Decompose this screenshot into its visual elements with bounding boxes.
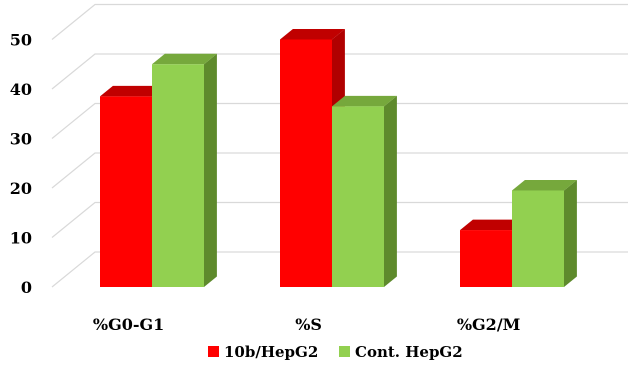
legend-label: 10b/HepG2 [224, 343, 318, 361]
bar-top [512, 179, 577, 191]
bar-top [332, 95, 397, 107]
gridline [51, 3, 628, 40]
bar-side [384, 95, 397, 287]
gridline [51, 53, 628, 90]
bar-front [332, 106, 384, 287]
y-axis-ticks: 0 10 20 30 40 50 [10, 31, 32, 298]
bar-top [100, 85, 165, 97]
bar-top [280, 29, 345, 40]
y-tick-label: 30 [10, 130, 32, 149]
y-tick-label: 50 [10, 31, 32, 50]
bar-front [280, 39, 332, 287]
bar-front [460, 230, 512, 287]
bar-side [204, 53, 217, 287]
bar-front [100, 96, 152, 287]
y-tick-label: 40 [10, 80, 32, 99]
bars [100, 29, 577, 287]
y-tick-label: 20 [10, 179, 32, 198]
gridline [51, 201, 628, 238]
bar-series-2 [512, 179, 577, 287]
y-tick-label: 0 [21, 278, 32, 297]
x-category-label: %G0-G1 [93, 315, 164, 334]
legend-swatch [339, 346, 350, 357]
legend-swatch [208, 346, 219, 357]
gridlines [51, 3, 628, 288]
legend: 10b/HepG2 Cont. HepG2 [208, 343, 463, 361]
gridline [51, 251, 628, 288]
gridline [51, 102, 628, 139]
y-tick-label: 10 [10, 229, 32, 248]
bar-series-2 [332, 95, 397, 287]
bar-series-2 [152, 53, 217, 287]
x-category-label: %G2/M [457, 315, 521, 334]
gridline [51, 152, 628, 189]
bar-front [512, 190, 564, 287]
bar-top [152, 53, 217, 65]
x-axis-categories: %G0-G1 %S %G2/M [93, 315, 521, 334]
bar-side [564, 179, 577, 287]
legend-label: Cont. HepG2 [355, 343, 463, 361]
bar-front [152, 64, 204, 287]
x-category-label: %S [295, 315, 322, 334]
bar-top [460, 219, 525, 231]
